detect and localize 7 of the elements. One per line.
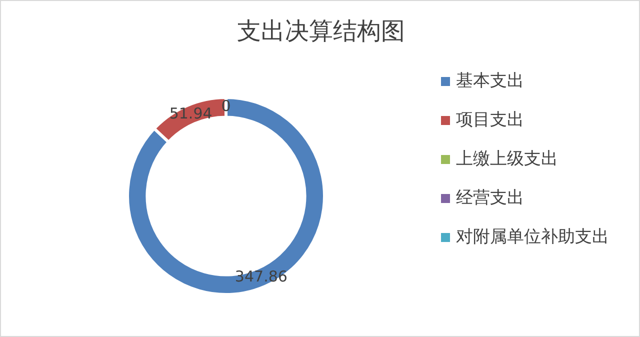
- legend-label: 上缴上级支出: [456, 149, 559, 169]
- legend-label: 基本支出: [456, 71, 525, 91]
- text: 0: [221, 97, 231, 116]
- legend-label: 经营支出: [456, 188, 525, 208]
- legend-label: 项目支出: [456, 110, 525, 130]
- chart-title: 支出决算结构图: [236, 16, 406, 47]
- legend-label: 对附属单位补助支出: [456, 227, 610, 247]
